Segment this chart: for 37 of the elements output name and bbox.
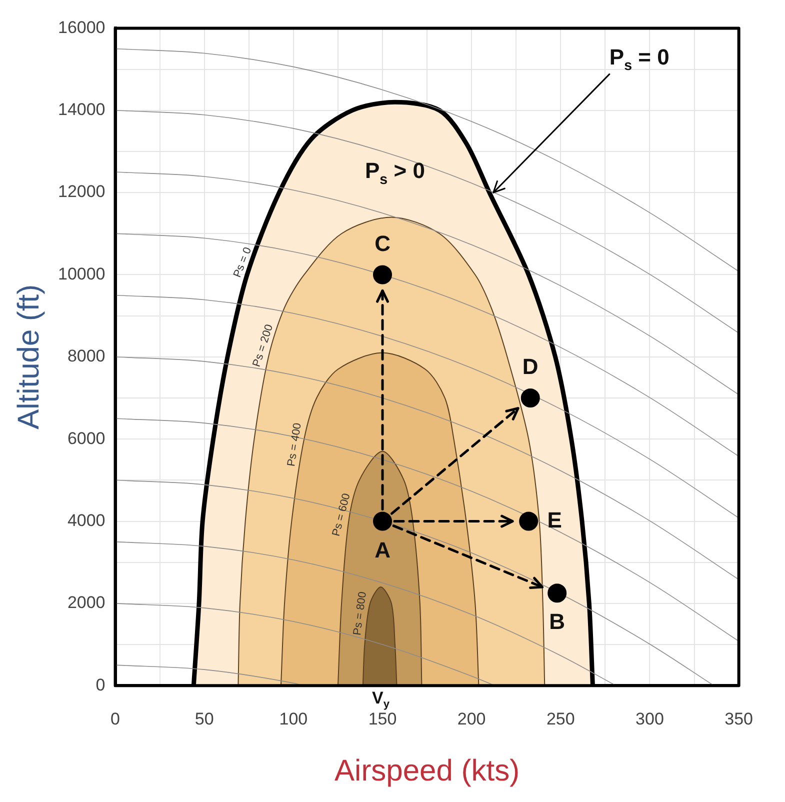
y-tick-label: 0	[96, 675, 106, 694]
y-tick-label: 4000	[67, 510, 106, 530]
y-tick-label: 16000	[58, 18, 106, 37]
x-tick-label: 300	[636, 709, 664, 728]
annotation: C	[374, 230, 391, 256]
y-tick-label: 10000	[58, 264, 106, 284]
y-tick-label: 12000	[58, 182, 106, 202]
annotation: B	[549, 609, 566, 634]
point	[548, 584, 567, 603]
point	[373, 265, 392, 284]
y-axis-title: Altitude (ft)	[12, 284, 46, 430]
y-tick-label: 14000	[58, 100, 106, 120]
point	[519, 512, 538, 531]
x-tick-label: 50	[194, 709, 214, 728]
text: Ps = 600	[330, 492, 353, 538]
text: Ps = 200	[250, 323, 276, 368]
y-tick-label: 8000	[67, 346, 106, 366]
x-tick-label: 250	[546, 709, 575, 728]
line-series	[115, 541, 616, 686]
line-series	[115, 480, 714, 686]
x-tick-label: 200	[457, 709, 486, 728]
text: Ps = 0	[232, 246, 254, 280]
text: Ps = 800	[351, 591, 369, 636]
point	[520, 388, 540, 408]
annotation: D	[522, 354, 538, 380]
x-tick-label: 350	[724, 709, 754, 728]
x-axis-title: Airspeed (kts)	[334, 754, 520, 788]
y-tick-label: 2000	[67, 593, 106, 612]
annotation: A	[374, 537, 391, 562]
x-tick-label: 0	[110, 709, 120, 728]
point	[373, 512, 392, 531]
line-series	[115, 418, 739, 642]
annotation: E	[547, 507, 562, 532]
text: Ps = 400	[285, 422, 304, 468]
y-tick-label: 6000	[67, 428, 106, 448]
x-tick-label: 150	[368, 709, 397, 728]
x-tick-label: 100	[279, 709, 308, 728]
